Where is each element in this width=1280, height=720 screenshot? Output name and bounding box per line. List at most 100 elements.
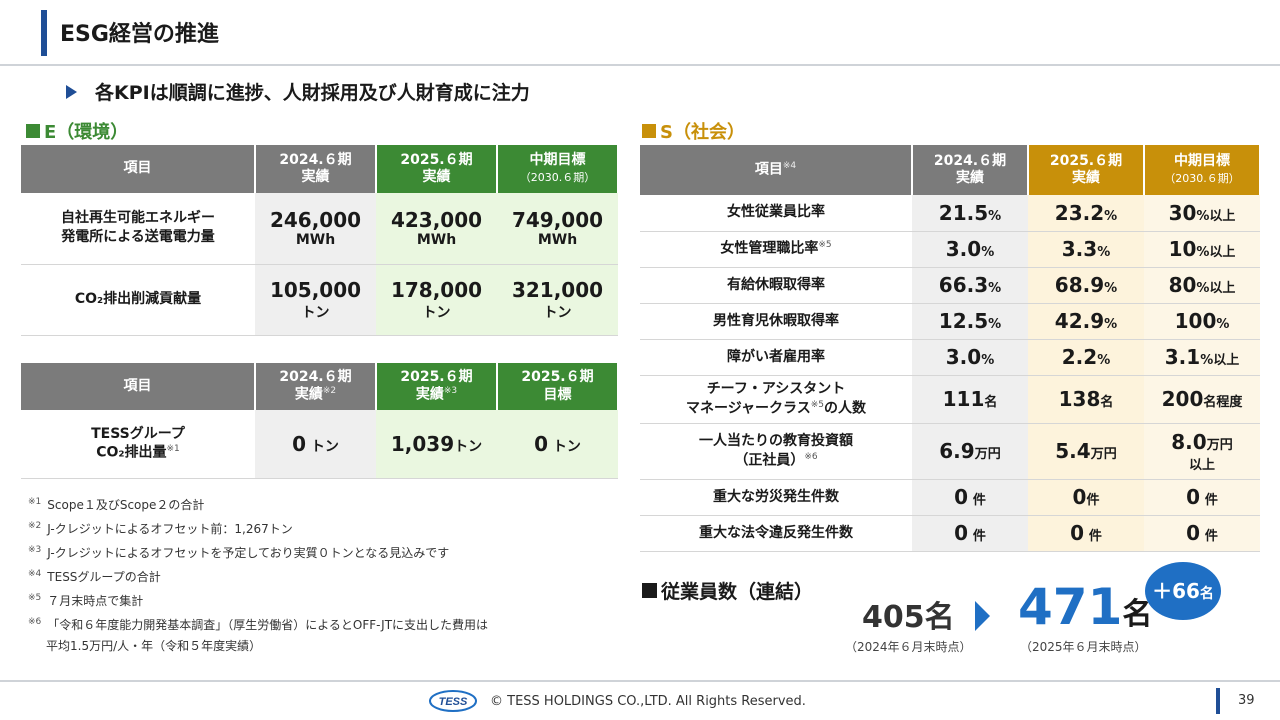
value-cell: 21.5%	[912, 195, 1028, 232]
value-cell: 2.2%	[1028, 339, 1144, 376]
footnote: ※3 J-クレジットによるオフセットを予定しており実質０トンとなる見込みです	[28, 545, 450, 560]
arrow-right-icon	[975, 601, 990, 631]
value-cell: 42.9%	[1028, 303, 1144, 340]
value-cell: 100%	[1144, 303, 1260, 340]
footnote: ※1 Scope１及びScope２の合計	[28, 497, 205, 512]
header-fy2025: 2025.６期 実績	[1028, 145, 1145, 195]
footnote: ※5 ７月末時点で集計	[28, 593, 144, 608]
employees-increase-badge: ＋66名	[1145, 562, 1221, 620]
square-bullet-icon	[642, 583, 657, 598]
header-target: 中期目標 （2030.６期）	[497, 145, 619, 193]
value-cell: 178,000 トン	[376, 264, 497, 336]
row-label: 有給休暇取得率	[640, 267, 912, 304]
value-cell: 749,000 MWh	[497, 193, 618, 265]
row-label: CO₂排出削減貢献量	[21, 264, 255, 336]
value-cell: 5.4万円	[1028, 423, 1144, 480]
value-cell: 321,000 トン	[497, 264, 618, 336]
employees-current-count: 471名	[1018, 578, 1153, 636]
page-number: 39	[1238, 693, 1255, 708]
footnote: ※2 J-クレジットによるオフセット前：1,267トン	[28, 521, 293, 536]
value-cell: 0 トン	[255, 410, 376, 479]
page-title: ESG経営の推進	[60, 22, 219, 47]
value-cell: 68.9%	[1028, 267, 1144, 304]
copyright-text: © TESS HOLDINGS CO.,LTD. All Rights Rese…	[490, 694, 806, 709]
value-cell: 3.1%以上	[1144, 339, 1260, 376]
value-cell: 10%以上	[1144, 231, 1260, 268]
header-fy2025: 2025.６期 実績※3	[376, 363, 498, 410]
header-fy2024: 2024.６期 実績※2	[255, 363, 377, 410]
table-row: 重大な法令違反発生件数 0 件 0 件 0 件	[640, 515, 1260, 552]
value-cell: 138名	[1028, 375, 1144, 424]
value-cell: 0 件	[912, 479, 1028, 516]
table-row: 女性管理職比率※5 3.0% 3.3% 10%以上	[640, 231, 1260, 268]
row-label: チーフ・アシスタント マネージャークラス※5の人数	[640, 375, 912, 424]
env-section-heading: E（環境）	[26, 118, 128, 144]
value-cell: 0 件	[1144, 479, 1260, 516]
svg-text:TESS: TESS	[439, 696, 468, 708]
value-cell: 30%以上	[1144, 195, 1260, 232]
row-label: 重大な法令違反発生件数	[640, 515, 912, 552]
value-cell: 105,000 トン	[255, 264, 376, 336]
table-row: 女性従業員比率 21.5% 23.2% 30%以上	[640, 195, 1260, 232]
table-row: 男性育児休暇取得率 12.5% 42.9% 100%	[640, 303, 1260, 340]
value-cell: 3.3%	[1028, 231, 1144, 268]
value-cell: 111名	[912, 375, 1028, 424]
table-row: 一人当たりの教育投資額 （正社員）※6 6.9万円 5.4万円 8.0万円 以上	[640, 423, 1260, 480]
subtitle: 各KPIは順調に進捗、人財採用及び人財育成に注力	[66, 78, 530, 105]
row-label: 重大な労災発生件数	[640, 479, 912, 516]
table-row: 重大な労災発生件数 0 件 0件 0 件	[640, 479, 1260, 516]
table-row: 有給休暇取得率 66.3% 68.9% 80%以上	[640, 267, 1260, 304]
row-label: 障がい者雇用率	[640, 339, 912, 376]
triangle-bullet-icon	[66, 84, 77, 99]
header-fy2025: 2025.６期 実績	[376, 145, 498, 193]
value-cell: 6.9万円	[912, 423, 1028, 480]
env-emission-table: 項目 2024.６期 実績※2 2025.６期 実績※3 2025.６期 目標 TES…	[21, 363, 619, 479]
table-row: チーフ・アシスタント マネージャークラス※5の人数 111名 138名 200名程…	[640, 375, 1260, 424]
value-cell: 246,000 MWh	[255, 193, 376, 265]
value-cell: 423,000 MWh	[376, 193, 497, 265]
row-label: 自社再生可能エネルギー 発電所による送電電力量	[21, 193, 255, 265]
value-cell: 1,039トン	[376, 410, 497, 479]
table-row: CO₂排出削減貢献量 105,000 トン 178,000 トン 321,000 トン	[21, 264, 618, 336]
employees-prev-count: 405名	[862, 600, 955, 635]
social-section-heading: S（社会）	[642, 118, 745, 144]
value-cell: 3.0%	[912, 231, 1028, 268]
employees-prev-note: （2024年６月末時点）	[845, 640, 972, 654]
value-cell: 12.5%	[912, 303, 1028, 340]
row-label: 女性従業員比率	[640, 195, 912, 232]
title-accent-bar	[41, 10, 47, 56]
value-cell: 80%以上	[1144, 267, 1260, 304]
header-fy2024: 2024.６期 実績	[255, 145, 377, 193]
env-heading-text: E（環境）	[44, 122, 129, 143]
table-row: 障がい者雇用率 3.0% 2.2% 3.1%以上	[640, 339, 1260, 376]
subtitle-text: 各KPIは順調に進捗、人財採用及び人財育成に注力	[95, 82, 530, 104]
header-fy2024: 2024.６期 実績	[912, 145, 1029, 195]
title-divider	[0, 64, 1280, 66]
header-fy2025-target: 2025.６期 目標	[497, 363, 619, 410]
value-cell: 0 件	[1028, 515, 1144, 552]
value-cell: 0 トン	[497, 410, 618, 479]
value-cell: 66.3%	[912, 267, 1028, 304]
table-row: TESSグループ CO₂排出量※1 0 トン 1,039トン 0 トン	[21, 410, 618, 479]
footnote-continued: 平均1.5万円/人・年（令和５年度実績）	[46, 639, 262, 653]
footer-divider	[0, 680, 1280, 682]
tess-logo: TESS	[429, 690, 477, 712]
page-accent-bar	[1216, 688, 1220, 714]
value-cell: 0件	[1028, 479, 1144, 516]
employees-heading: 従業員数（連結）	[642, 577, 813, 604]
table-row: 自社再生可能エネルギー 発電所による送電電力量 246,000 MWh 423,00…	[21, 193, 618, 265]
value-cell: 3.0%	[912, 339, 1028, 376]
header-item: 項目	[21, 363, 256, 410]
square-bullet-icon	[642, 124, 656, 138]
employees-heading-text: 従業員数（連結）	[661, 581, 814, 603]
footnotes: ※1 Scope１及びScope２の合計 ※2 J-クレジットによるオフセット前：1…	[28, 492, 488, 657]
row-label: TESSグループ CO₂排出量※1	[21, 410, 255, 479]
header-item: 項目	[21, 145, 256, 193]
env-kpi-table: 項目 2024.６期 実績 2025.６期 実績 中期目標 （2030.６期） 自社再…	[21, 145, 619, 336]
employees-current-note: （2025年６月末時点）	[1020, 640, 1147, 654]
row-label: 一人当たりの教育投資額 （正社員）※6	[640, 423, 912, 480]
social-kpi-table: 項目※4 2024.６期 実績 2025.６期 実績 中期目標 （2030.６期） 女…	[640, 145, 1261, 552]
header-item: 項目※4	[640, 145, 913, 195]
footnote: ※6 「令和６年度能力開発基本調査」（厚生労働省）によるとOFF-JTに支出した費…	[28, 617, 489, 632]
value-cell: 0 件	[1144, 515, 1260, 552]
